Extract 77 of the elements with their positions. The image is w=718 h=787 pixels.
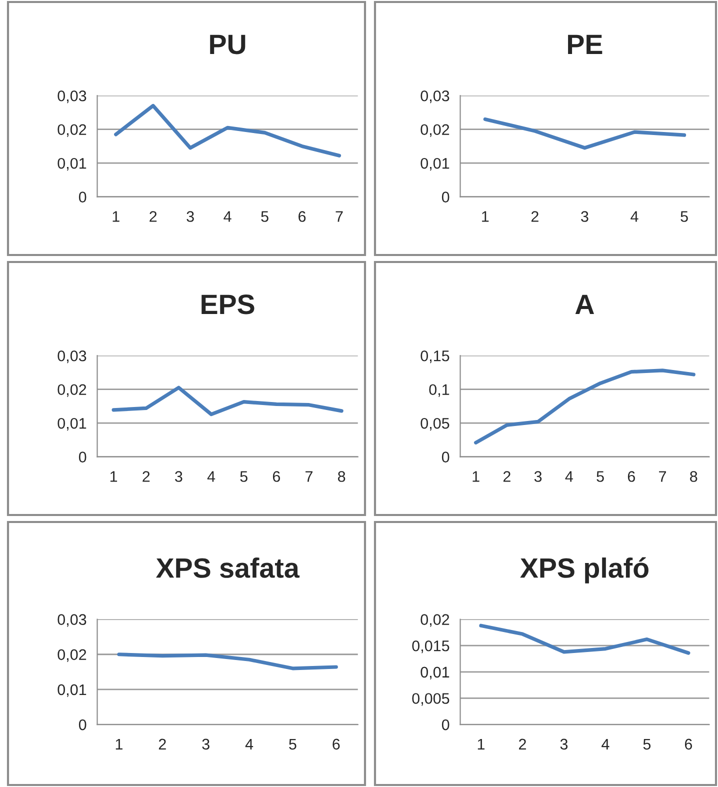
x-tick-label: 3 bbox=[202, 738, 210, 750]
x-tick-label: 1 bbox=[116, 738, 122, 750]
y-tick-label: 0 bbox=[442, 719, 450, 730]
x-tick-label: 1 bbox=[112, 211, 120, 222]
line-series bbox=[117, 652, 338, 670]
y-tick-label: 0,01 bbox=[420, 666, 450, 680]
y-tick-label: 0 bbox=[442, 192, 450, 202]
y-tick-label: 0,02 bbox=[420, 614, 450, 627]
line-series bbox=[112, 386, 344, 416]
x-tick-label: 1 bbox=[472, 471, 480, 482]
y-tick-label: 0,02 bbox=[420, 124, 450, 137]
chart-title: XPS safata bbox=[156, 558, 300, 578]
x-tick-label: 3 bbox=[581, 211, 588, 222]
x-tick-label: 3 bbox=[534, 471, 542, 482]
y-tick-label: 0,005 bbox=[412, 693, 450, 706]
y-tick-label: 0,015 bbox=[412, 640, 450, 654]
y-tick-label: 0,02 bbox=[58, 649, 86, 662]
x-tick-label: 6 bbox=[628, 471, 635, 482]
chart-title: A bbox=[575, 294, 594, 314]
x-tick-label: 7 bbox=[659, 471, 666, 482]
x-tick-label: 4 bbox=[602, 738, 610, 750]
x-tick-label: 2 bbox=[531, 211, 538, 222]
x-tick-label: 6 bbox=[684, 738, 692, 750]
y-tick-label: 0,1 bbox=[429, 384, 450, 397]
y-tick-label: 0,03 bbox=[58, 350, 86, 364]
chart-title: PE bbox=[568, 34, 602, 54]
y-tick-label: 0 bbox=[78, 192, 86, 202]
chart-title: PU bbox=[210, 34, 246, 54]
y-tick-label: 0,05 bbox=[420, 418, 450, 431]
line-series bbox=[483, 117, 686, 150]
y-tick-label: 0,03 bbox=[58, 614, 86, 627]
y-tick-label: 0,15 bbox=[420, 350, 450, 364]
y-tick-label: 0,01 bbox=[58, 418, 86, 431]
y-tick-label: 0,01 bbox=[58, 684, 86, 697]
x-tick-label: 6 bbox=[298, 211, 306, 222]
x-tick-label: 4 bbox=[565, 471, 573, 482]
x-tick-label: 6 bbox=[332, 738, 340, 750]
x-tick-label: 6 bbox=[272, 471, 280, 482]
x-tick-label: 4 bbox=[207, 471, 216, 482]
y-tick-label: 0,02 bbox=[58, 124, 86, 137]
y-tick-label: 0 bbox=[78, 452, 86, 462]
line-series bbox=[474, 368, 696, 444]
x-tick-label: 4 bbox=[224, 211, 232, 222]
y-tick-label: 0 bbox=[78, 719, 86, 730]
x-tick-label: 5 bbox=[240, 471, 248, 482]
x-tick-label: 7 bbox=[336, 211, 343, 222]
y-tick-label: 0,03 bbox=[420, 90, 450, 104]
x-tick-label: 5 bbox=[643, 738, 651, 750]
x-tick-label: 8 bbox=[338, 471, 346, 482]
y-tick-label: 0,02 bbox=[58, 384, 86, 397]
y-tick-label: 0,01 bbox=[420, 158, 450, 171]
chart-title: EPS bbox=[202, 294, 254, 314]
y-tick-label: 0 bbox=[442, 452, 450, 462]
line-series bbox=[114, 104, 342, 158]
x-tick-label: 2 bbox=[503, 471, 510, 482]
x-tick-label: 3 bbox=[560, 738, 568, 750]
x-tick-label: 7 bbox=[306, 471, 312, 482]
x-tick-label: 1 bbox=[110, 471, 118, 482]
x-tick-label: 1 bbox=[482, 211, 489, 222]
x-tick-label: 5 bbox=[680, 211, 688, 222]
x-tick-label: 2 bbox=[519, 738, 526, 750]
x-tick-label: 8 bbox=[690, 471, 698, 482]
x-tick-label: 5 bbox=[289, 738, 296, 750]
line-series bbox=[479, 624, 690, 655]
x-tick-label: 2 bbox=[150, 211, 157, 222]
x-tick-label: 3 bbox=[186, 211, 194, 222]
x-tick-label: 1 bbox=[478, 738, 484, 750]
y-tick-label: 0,03 bbox=[58, 90, 86, 104]
x-tick-label: 4 bbox=[630, 211, 638, 222]
x-tick-label: 3 bbox=[175, 471, 182, 482]
x-tick-label: 5 bbox=[596, 471, 604, 482]
x-tick-label: 2 bbox=[142, 471, 150, 482]
x-tick-label: 5 bbox=[261, 211, 268, 222]
x-tick-label: 2 bbox=[158, 738, 166, 750]
y-tick-label: 0,01 bbox=[58, 158, 86, 171]
x-tick-label: 4 bbox=[245, 738, 254, 750]
chart-title: XPS plafó bbox=[520, 557, 648, 584]
